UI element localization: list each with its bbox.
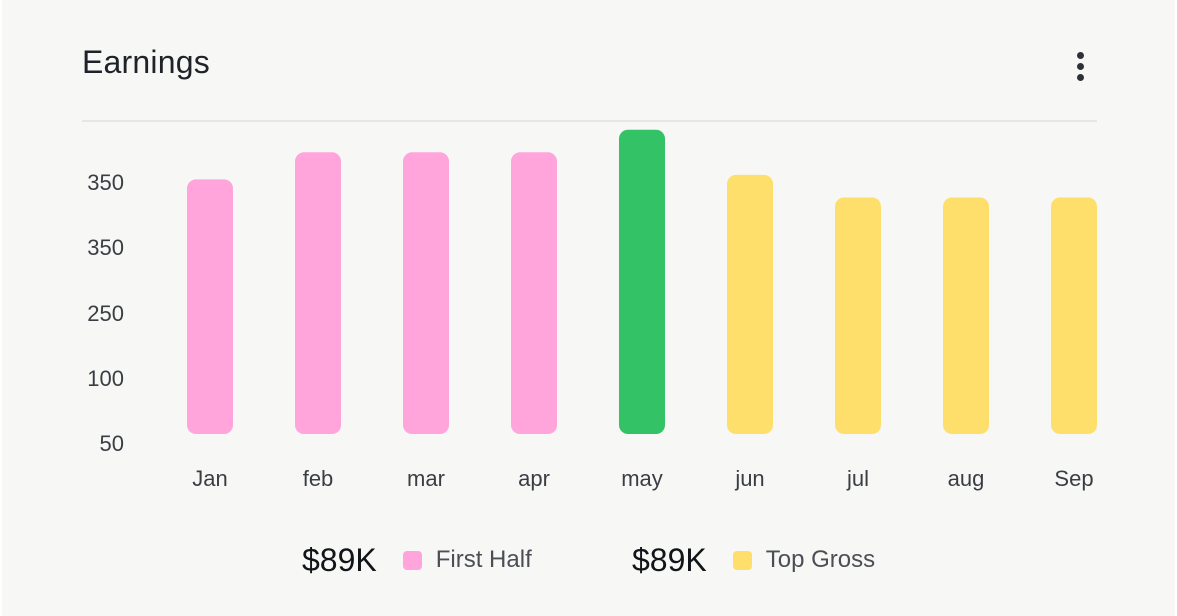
legend-amount: $89K [632, 541, 707, 578]
card-title: Earnings [82, 44, 210, 80]
y-tick-label: 50 [100, 431, 124, 456]
x-tick-label: feb [303, 466, 334, 491]
legend-amount: $89K [302, 541, 377, 578]
legend-swatch [732, 550, 752, 570]
y-tick-label: 350 [87, 235, 124, 260]
menu-dot [1076, 51, 1084, 59]
legend-label: Top Gross [765, 546, 876, 573]
bar-apr[interactable] [511, 152, 557, 434]
bar-jan[interactable] [187, 179, 233, 434]
bar-feb[interactable] [295, 152, 341, 434]
menu-dot [1076, 73, 1084, 81]
earnings-bar-chart: 350 350 250 100 50 Jan feb mar apr may jun jul aug Se… [87, 129, 1097, 491]
bar-aug[interactable] [943, 197, 989, 434]
legend-item-top-gross: $89K Top Gross [632, 538, 875, 582]
x-tick-label: jul [846, 466, 869, 491]
bar-jul[interactable] [835, 197, 881, 434]
y-tick-label: 350 [87, 170, 124, 195]
x-tick-label: Jan [192, 466, 227, 491]
y-tick-label: 100 [87, 366, 124, 391]
y-tick-label: 250 [87, 301, 124, 326]
menu-dot [1076, 62, 1084, 70]
x-tick-label: may [621, 466, 663, 491]
header-divider [82, 120, 1097, 122]
bar-mar[interactable] [403, 152, 449, 434]
bar-jun[interactable] [727, 174, 773, 434]
bar-may[interactable] [619, 129, 665, 435]
bar-sep[interactable] [1051, 197, 1097, 434]
x-tick-label: mar [407, 466, 445, 491]
x-tick-label: Sep [1054, 466, 1093, 491]
x-tick-label: apr [518, 466, 550, 491]
legend-label: First Half [435, 546, 532, 573]
more-options-icon[interactable] [1068, 48, 1092, 84]
legend-item-first-half: $89K First Half [302, 538, 532, 582]
legend-swatch [402, 550, 422, 570]
x-tick-label: aug [948, 466, 985, 491]
x-tick-label: jun [734, 466, 764, 491]
